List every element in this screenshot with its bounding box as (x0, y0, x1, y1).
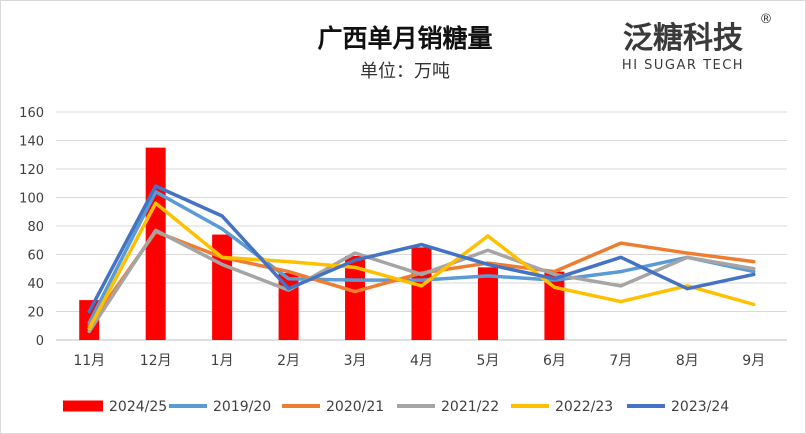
legend-label: 2020/21 (326, 399, 384, 415)
y-tick-label: 140 (19, 135, 44, 150)
legend-label: 2019/20 (213, 399, 271, 415)
bar-2024/25 (411, 247, 432, 340)
legend-label: 2022/23 (555, 399, 613, 415)
x-tick-label: 9月 (742, 353, 765, 369)
legend-label: 2021/22 (441, 399, 499, 415)
x-tick-label: 4月 (410, 353, 433, 369)
x-tick-label: 8月 (676, 353, 699, 369)
y-axis-ticks: 0 20 40 60 80 100 120 140 160 (19, 106, 44, 349)
legend-swatch (397, 404, 435, 408)
x-tick-label: 1月 (211, 353, 234, 369)
bar-2024/25 (345, 255, 366, 340)
chart-title: 广西单月销糖量 (317, 24, 492, 53)
line-2022/23 (87, 201, 756, 331)
legend-swatch (511, 404, 549, 408)
brand-name: 泛糖科技 (623, 21, 743, 56)
x-axis-ticks: 11月 12月 1月 2月 3月 4月 5月 6月 7月 8月 9月 (73, 353, 765, 369)
y-tick-label: 60 (27, 249, 44, 264)
x-tick-label: 5月 (476, 353, 499, 369)
x-tick-label: 7月 (609, 353, 632, 369)
legend-swatch (63, 400, 103, 412)
y-tick-label: 20 (27, 306, 44, 321)
y-tick-label: 100 (19, 192, 44, 207)
brand-tagline: HI SUGAR TECH (622, 58, 744, 73)
legend-swatch (282, 404, 320, 408)
legend: 2024/25 2019/20 2020/21 2021/22 2022/23 2023/… (63, 399, 729, 415)
brand-logo: 泛糖科技 ® HI SUGAR TECH (622, 12, 773, 73)
line-2023/24 (87, 184, 756, 314)
bar-2024/25 (477, 267, 498, 340)
x-tick-label: 6月 (543, 353, 566, 369)
x-tick-label: 3月 (344, 353, 367, 369)
line-2021/22 (87, 228, 756, 334)
legend-label: 2024/25 (109, 399, 167, 415)
chart-subtitle: 单位：万吨 (360, 61, 450, 82)
y-tick-label: 160 (19, 106, 44, 121)
legend-swatch (169, 404, 207, 408)
line-series (87, 184, 756, 334)
y-tick-label: 120 (19, 163, 44, 178)
brand-registered-mark: ® (760, 12, 773, 27)
y-tick-label: 0 (36, 334, 44, 349)
legend-swatch (627, 404, 665, 408)
x-tick-label: 12月 (140, 353, 172, 369)
legend-label: 2023/24 (671, 399, 729, 415)
x-tick-label: 2月 (277, 353, 300, 369)
x-tick-label: 11月 (73, 353, 105, 369)
y-tick-label: 80 (27, 220, 44, 235)
y-tick-label: 40 (27, 277, 44, 292)
